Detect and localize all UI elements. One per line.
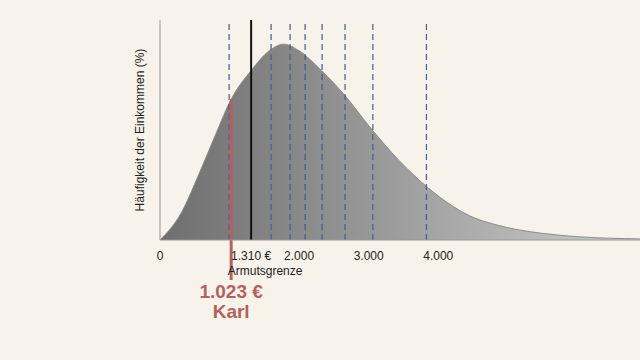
svg-text:0: 0 (157, 249, 164, 263)
svg-text:4.000: 4.000 (423, 249, 453, 263)
svg-text:Karl: Karl (213, 301, 250, 322)
svg-text:2.000: 2.000 (284, 249, 314, 263)
svg-text:3.000: 3.000 (354, 249, 384, 263)
svg-text:Häufigkeit der Einkommen (%): Häufigkeit der Einkommen (%) (133, 49, 147, 212)
svg-text:1.023 €: 1.023 € (199, 281, 263, 302)
svg-text:Armutsgrenze: Armutsgrenze (228, 264, 303, 278)
svg-text:1.310 €: 1.310 € (231, 249, 271, 263)
